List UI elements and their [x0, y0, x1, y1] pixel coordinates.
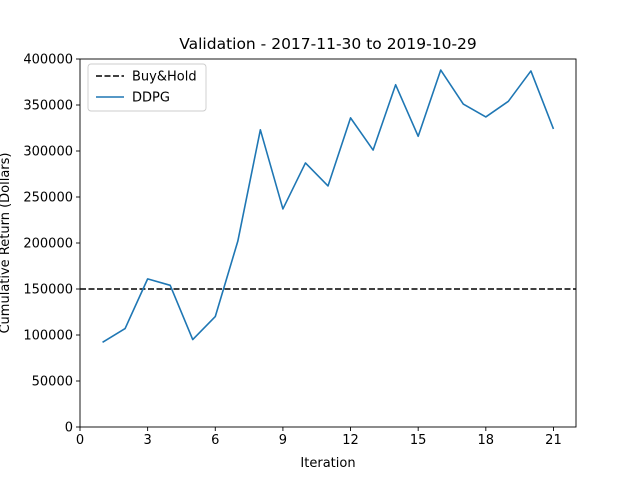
- x-tick-label: 12: [342, 433, 359, 448]
- y-tick-label: 50000: [32, 375, 73, 390]
- plot-area: 0 3 6 9 12 15 18 21 0 50000 100000 150000 200000 2500…: [23, 53, 577, 448]
- x-tick-label: 15: [410, 433, 427, 448]
- y-axis-label: Cumulative Return (Dollars): [0, 152, 13, 333]
- x-tick-label: 9: [279, 433, 287, 448]
- y-tick-label: 250000: [23, 191, 73, 206]
- y-tick-label: 100000: [23, 329, 73, 344]
- chart-title: Validation - 2017-11-30 to 2019-10-29: [179, 35, 477, 53]
- x-tick-label: 18: [478, 433, 495, 448]
- x-tick-label: 3: [143, 433, 151, 448]
- legend-label-ddpg: DDPG: [132, 91, 170, 106]
- y-tick-label: 150000: [23, 283, 73, 298]
- x-tick-label: 0: [76, 433, 84, 448]
- y-tick-label: 300000: [23, 145, 73, 160]
- x-tick-label: 6: [211, 433, 219, 448]
- y-tick-label: 400000: [23, 53, 73, 68]
- x-axis-label: Iteration: [300, 456, 355, 471]
- legend-label-buy-hold: Buy&Hold: [132, 70, 197, 85]
- series-ddpg-line: [102, 69, 555, 344]
- y-tick-label: 200000: [23, 237, 73, 252]
- x-tick-label: 21: [545, 433, 562, 448]
- y-tick-label: 0: [65, 421, 73, 436]
- y-tick-label: 350000: [23, 99, 73, 114]
